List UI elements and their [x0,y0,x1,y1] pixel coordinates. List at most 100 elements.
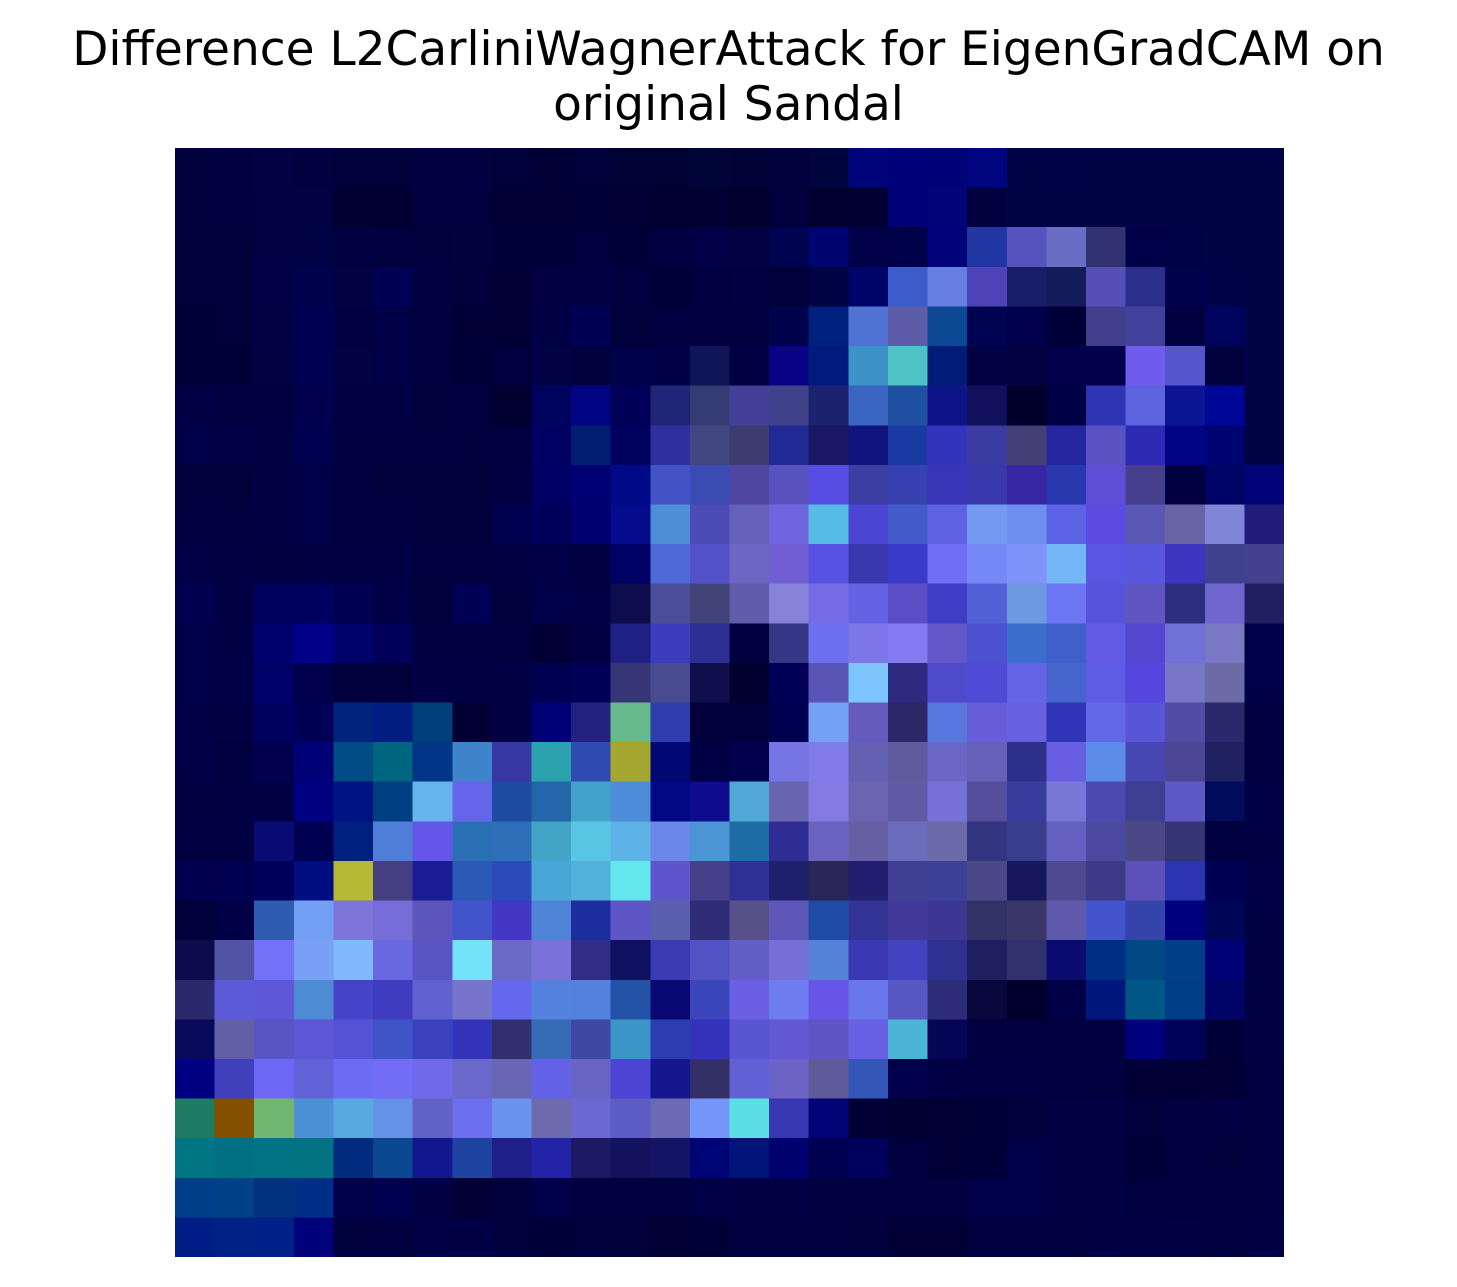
heatmap-cell [373,1098,414,1139]
heatmap-cell [887,464,929,506]
heatmap-cell [927,425,968,466]
heatmap-cell [175,1177,216,1218]
heatmap-cell [373,187,414,228]
heatmap-cell [333,583,374,624]
heatmap-cell [571,781,612,822]
heatmap-cell [373,940,414,981]
heatmap-cell [571,1138,612,1179]
heatmap-cell [571,1098,612,1139]
heatmap-cell [373,385,414,426]
heatmap-cell [650,1217,691,1257]
heatmap-cell [491,544,533,585]
heatmap-cell [927,742,968,783]
heatmap-cell [1006,385,1047,426]
heatmap-cell [175,742,216,783]
heatmap-cell [293,1138,335,1179]
heatmap-cell [1046,187,1087,228]
heatmap-cell [175,148,216,189]
heatmap-cell [571,900,612,941]
heatmap-cell [531,1098,572,1139]
heatmap-cell [650,187,691,228]
heatmap-cell [412,1058,453,1100]
heatmap-cell [1125,306,1166,347]
heatmap-cell [214,662,255,704]
heatmap-cell [1165,306,1206,347]
heatmap-cell [373,504,414,545]
heatmap-cell [808,504,849,545]
heatmap-cell [729,227,770,268]
heatmap-cell [689,900,731,941]
heatmap-cell [1165,940,1206,981]
heatmap-cell [452,900,493,941]
heatmap-cell [373,583,414,624]
heatmap-cell [412,623,453,664]
heatmap-cell [1006,266,1047,308]
heatmap-cell [1085,148,1127,189]
heatmap-cell [927,940,968,981]
heatmap-cell [373,148,414,189]
heatmap-cell [848,227,889,268]
heatmap-cell [1046,306,1087,347]
heatmap-cell [571,742,612,783]
heatmap-cell [175,900,216,941]
heatmap-cell [887,1098,929,1139]
heatmap-cell [293,148,335,189]
heatmap-cell [412,821,453,862]
heatmap-cell [293,266,335,308]
heatmap-cell [452,781,493,822]
heatmap-cell [1244,860,1284,902]
heatmap-cell [175,1098,216,1139]
heatmap-cell [412,979,453,1020]
heatmap-cell [1204,583,1245,624]
heatmap-cell [412,662,453,704]
heatmap-cell [175,346,216,387]
heatmap-cell [571,266,612,308]
heatmap-cell [1204,504,1245,545]
heatmap-cell [214,385,255,426]
heatmap-cell [729,940,770,981]
heatmap-cell [1085,544,1127,585]
heatmap-cell [293,742,335,783]
heatmap-cell [1165,187,1206,228]
heatmap-cell [808,464,849,506]
heatmap-cell [412,583,453,624]
heatmap-cell [452,306,493,347]
heatmap-cell [1046,662,1087,704]
heatmap-cell [610,504,651,545]
heatmap-cell [967,1058,1008,1100]
heatmap-cell [1125,385,1166,426]
heatmap-cell [412,1098,453,1139]
heatmap-cell [1085,1177,1127,1218]
heatmap-cell [848,148,889,189]
heatmap-cell [808,148,849,189]
heatmap-cell [927,900,968,941]
heatmap-cell [1085,464,1127,506]
heatmap-cell [887,187,929,228]
heatmap-cell [254,821,295,862]
heatmap-cell [1204,662,1245,704]
heatmap-cell [214,979,255,1020]
heatmap-cell [491,860,533,902]
heatmap-cell [769,979,810,1020]
heatmap-cell [491,1177,533,1218]
heatmap-cell [769,583,810,624]
heatmap-cell [214,504,255,545]
heatmap-cell [610,1138,651,1179]
heatmap-cell [808,425,849,466]
heatmap-cell [927,1098,968,1139]
heatmap-cell [333,860,374,902]
heatmap-cell [729,623,770,664]
heatmap-cell [808,1019,849,1060]
heatmap-cell [1204,1058,1245,1100]
heatmap-cell [650,346,691,387]
heatmap-cell [610,1058,651,1100]
heatmap-cell [214,781,255,822]
heatmap-cell [373,464,414,506]
heatmap-cell [887,702,929,743]
heatmap-cell [689,940,731,981]
heatmap-cell [452,662,493,704]
heatmap-cell [571,148,612,189]
heatmap-cell [214,623,255,664]
heatmap-cell [650,781,691,822]
heatmap-cell [571,385,612,426]
